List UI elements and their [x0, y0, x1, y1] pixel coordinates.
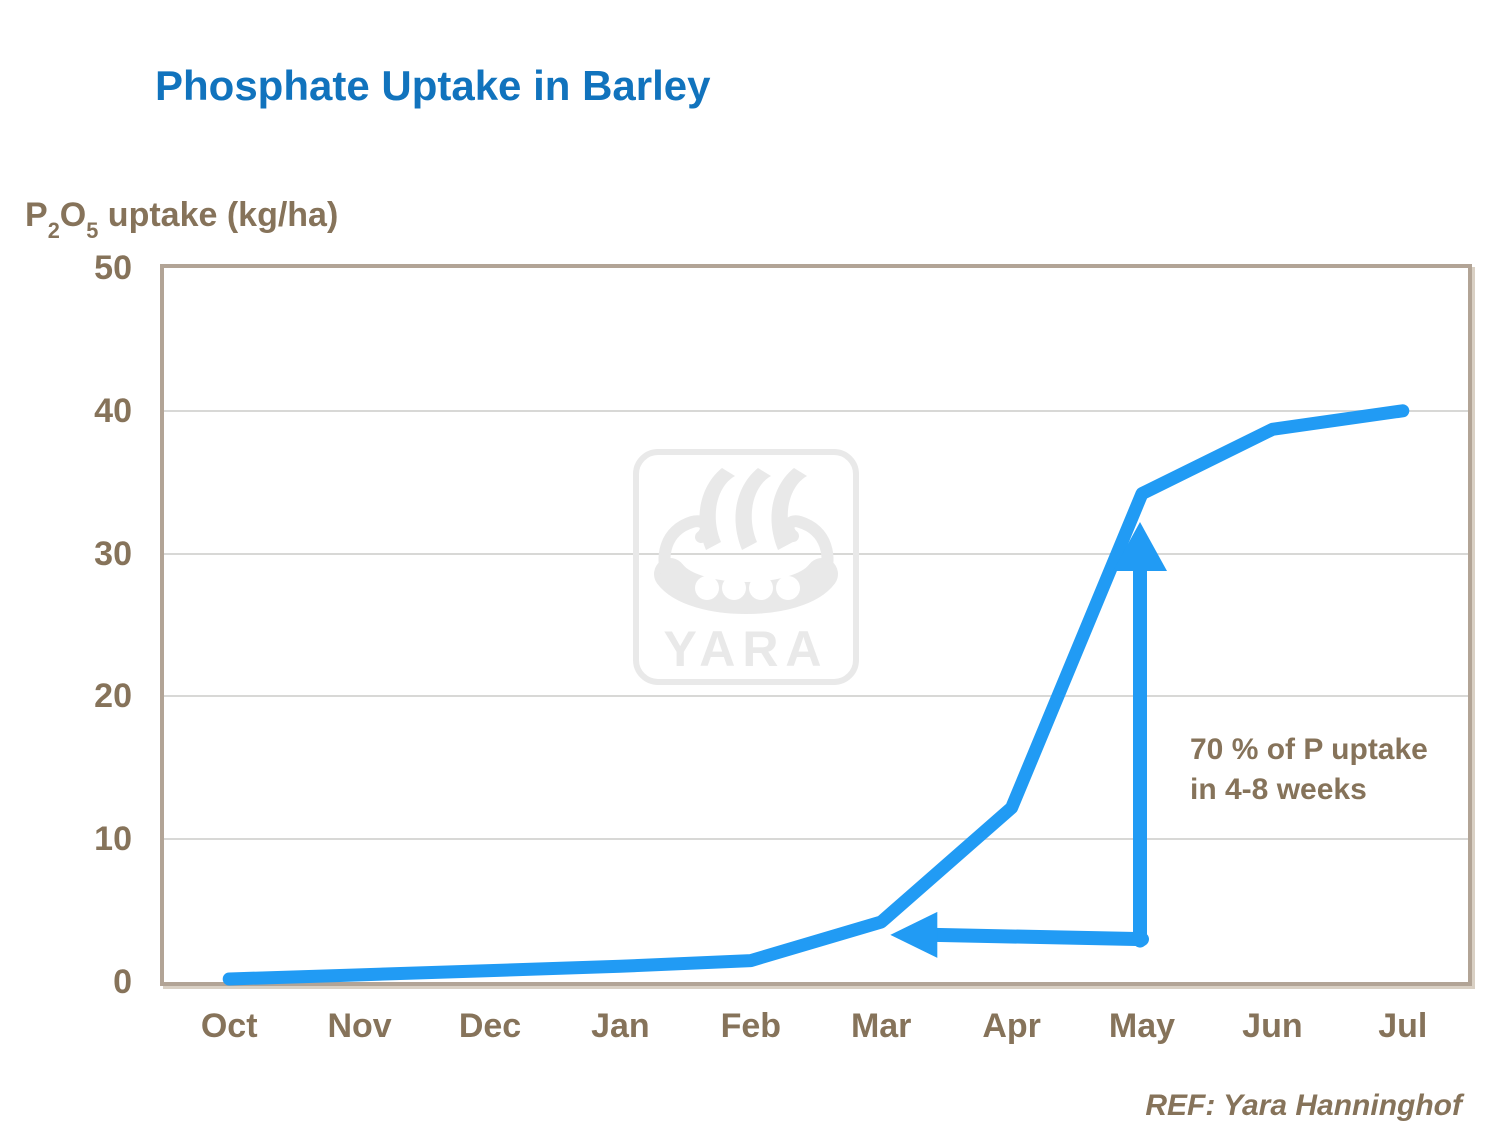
y-tick-label-30: 30: [94, 534, 132, 573]
reference-text: REF: Yara Hanninghof: [1145, 1089, 1462, 1122]
y-tick-label-0: 0: [113, 963, 132, 1001]
watermark-wordmark: YARA: [663, 621, 828, 677]
y-tick-label-40: 40: [94, 391, 132, 430]
yara-watermark: YARA: [632, 448, 860, 686]
viking-ship-icon: YARA: [633, 449, 859, 685]
y-axis-title-text: uptake (kg/ha): [98, 196, 339, 234]
y-axis-title-subscript: 5: [86, 217, 99, 243]
x-tick-label-feb: Feb: [720, 1007, 782, 1045]
chart-title: Phosphate Uptake in Barley: [155, 62, 711, 109]
gridline-40: [164, 409, 1468, 412]
x-tick-label-dec: Dec: [458, 1007, 522, 1045]
gridline-10: [164, 838, 1468, 841]
x-tick-label-oct: Oct: [200, 1007, 258, 1045]
y-axis-title-text: P: [25, 196, 48, 234]
y-axis-title: P2O5 uptake (kg/ha): [25, 196, 339, 241]
y-tick-label-10: 10: [94, 820, 132, 859]
x-tick-label-may: May: [1108, 1007, 1176, 1045]
y-tick-label-20: 20: [94, 677, 132, 716]
plot-area: YARA: [160, 264, 1472, 986]
x-tick-label-mar: Mar: [850, 1007, 912, 1045]
gridline-20: [164, 695, 1468, 698]
y-axis-title-text: O: [59, 196, 87, 234]
x-tick-label-jan: Jan: [591, 1007, 650, 1045]
x-tick-label-jul: Jul: [1378, 1007, 1428, 1045]
y-tick-label-50: 50: [94, 249, 132, 287]
y-axis-title-subscript: 2: [47, 217, 60, 243]
annotation-note: 70 % of P uptake in 4-8 weeks: [1190, 733, 1428, 806]
x-tick-label-nov: Nov: [327, 1007, 392, 1045]
x-tick-label-apr: Apr: [982, 1007, 1041, 1045]
x-tick-label-jun: Jun: [1242, 1007, 1303, 1045]
